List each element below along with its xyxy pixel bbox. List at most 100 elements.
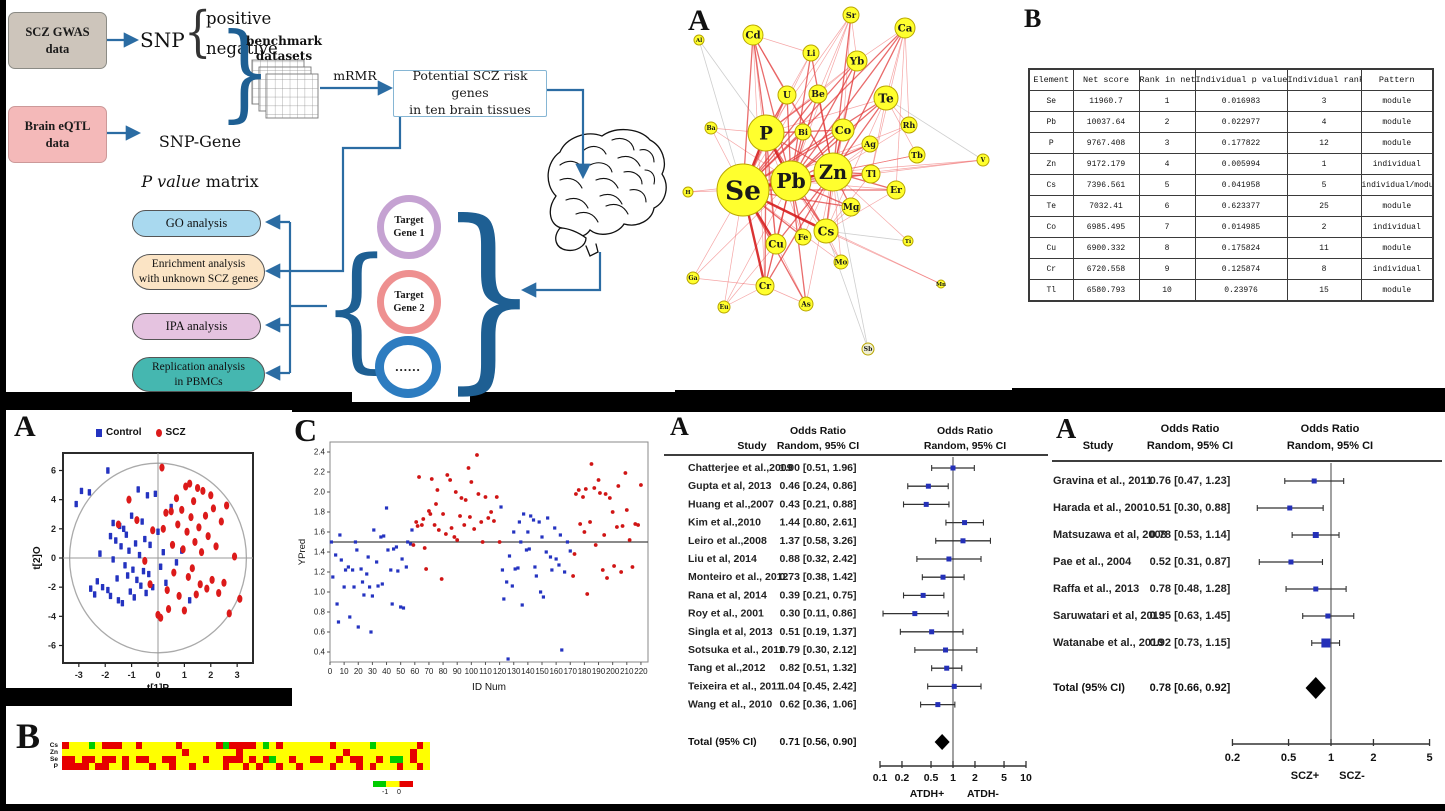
table-cell: 0.014985 [1194, 216, 1288, 238]
element-node [802, 44, 820, 62]
x-tick-label: 150 [535, 667, 549, 676]
heatmap-cell [229, 749, 236, 756]
scz-point [160, 524, 166, 533]
scz-point [429, 477, 434, 481]
control-point [520, 603, 524, 607]
heatmap-cell [175, 756, 183, 763]
potential-risk-genes-box: Potential SCZ risk genes in ten brain ti… [393, 68, 547, 117]
table-cell: 0.623377 [1194, 195, 1288, 217]
effect-marker [925, 483, 931, 489]
control-point [348, 615, 352, 619]
heatmap-cell [249, 742, 257, 749]
scz-point [445, 473, 450, 477]
table-cell: 8 [1286, 258, 1362, 280]
heatmap-cell [135, 756, 143, 763]
scz-point [480, 540, 485, 544]
heatmap-cell [169, 742, 176, 749]
table-cell: 8 [1138, 237, 1196, 259]
scz-point [574, 492, 578, 496]
scz-point [576, 488, 581, 492]
scz-point [115, 520, 122, 529]
element-node-label: Sb [864, 346, 873, 353]
heatmap-cell [62, 763, 69, 770]
heatmap-cell [262, 742, 270, 749]
legend-scz: SCZ [155, 427, 186, 438]
scz-point [581, 495, 585, 499]
table-cell: individual [1360, 216, 1434, 238]
control-point [123, 562, 127, 569]
table-cell: P [1028, 132, 1074, 154]
control-point [338, 533, 342, 537]
element-node [794, 123, 812, 141]
heatmap-cell [369, 756, 377, 763]
heatmap-cell [329, 756, 337, 763]
heatmap-cell [249, 763, 257, 770]
x-tick-label: 10 [340, 667, 349, 676]
effect-marker [923, 501, 929, 507]
control-point [507, 554, 512, 558]
x-tick-label: 1 [182, 670, 187, 680]
x-tick-label: 210 [620, 667, 634, 676]
header-study: Study [1083, 440, 1114, 452]
control-point [557, 563, 561, 567]
scz-point [596, 478, 601, 482]
network-edge [765, 14, 852, 134]
element-node-label: Bi [798, 127, 808, 137]
scz-point [602, 533, 607, 537]
control-point [550, 568, 554, 572]
scz-point [202, 511, 209, 520]
heatmap-cell [269, 756, 277, 763]
heatmap-cell [82, 742, 89, 749]
scz-point [209, 575, 215, 584]
more-genes-donut: ...... [375, 336, 441, 398]
control-point [401, 606, 406, 610]
heatmap-cell [135, 742, 143, 749]
scz-point [630, 565, 635, 569]
scz-point [180, 545, 186, 554]
control-point [372, 528, 376, 532]
element-node [861, 164, 881, 184]
scz-point [432, 523, 437, 527]
table-cell: individual/module [1360, 174, 1434, 196]
element-node [716, 163, 770, 217]
effect-marker [962, 520, 968, 526]
heatmap-cell [322, 742, 330, 749]
scz-point [469, 480, 474, 484]
heatmap-cell [336, 742, 344, 749]
heatmap-cell [189, 763, 196, 770]
table-column-header: Net score [1072, 68, 1140, 91]
table-cell: 0.175824 [1194, 237, 1288, 259]
table-cell: 0.005994 [1194, 153, 1288, 175]
scz-point [147, 580, 153, 589]
forest-study-name: Watanabe et al., 2010 [1053, 637, 1163, 649]
heatmap-cell [276, 742, 283, 749]
element-node [846, 50, 868, 72]
control-point [519, 540, 523, 544]
scz-point [441, 512, 445, 516]
heatmap-cell [128, 742, 136, 749]
heatmap-cell [229, 756, 236, 763]
heatmap-cell [363, 749, 370, 756]
heatmap-cell [115, 749, 123, 756]
scz-point [183, 482, 189, 491]
element-node-label: Tl [866, 169, 877, 180]
effect-marker [951, 683, 957, 689]
heatmap-cell [289, 742, 297, 749]
control-point [334, 553, 338, 557]
forest-study-name: Sotsuka et al., 2011 [688, 644, 784, 656]
heatmap-cell [175, 763, 183, 770]
heatmap-cell [102, 756, 109, 763]
group-label-right: SCZ- [1339, 770, 1365, 782]
scz-point [424, 567, 429, 571]
scz-point [582, 530, 587, 534]
control-point [98, 550, 102, 557]
heatmap-cell [383, 742, 390, 749]
element-node-label: Yb [849, 56, 864, 68]
heatmap-cell [376, 763, 384, 770]
pca-legend: Control SCZ [96, 427, 186, 438]
table-cell: 6580.793 [1072, 279, 1140, 302]
heatmap-cell [242, 749, 250, 756]
total-or-value: 0.78 [0.66, 0.92] [1150, 682, 1231, 694]
heatmap-cell [396, 749, 404, 756]
forest-or-value: 1.37 [0.58, 3.26] [779, 535, 856, 547]
